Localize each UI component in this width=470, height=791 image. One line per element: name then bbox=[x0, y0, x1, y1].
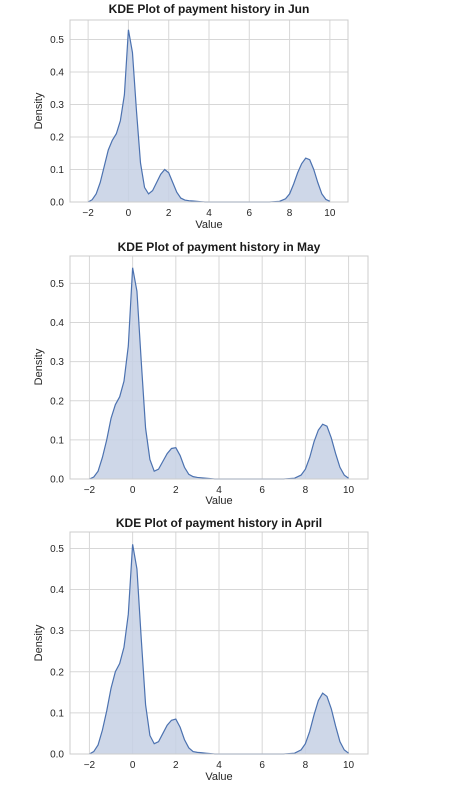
x-tick-label: 6 bbox=[247, 208, 253, 219]
y-tick-label: 0.3 bbox=[50, 626, 64, 637]
subplot-may: KDE Plot of payment history in May Value… bbox=[33, 240, 369, 507]
y-tick-label: 0.4 bbox=[50, 585, 64, 596]
y-tick-label: 0.3 bbox=[50, 100, 64, 111]
y-axis-label: Density bbox=[33, 92, 45, 129]
kde-line bbox=[87, 29, 331, 203]
x-tick-label: 0 bbox=[130, 485, 136, 496]
x-tick-label: 2 bbox=[173, 760, 179, 771]
x-tick-label: 2 bbox=[173, 485, 179, 496]
kde-area bbox=[89, 267, 349, 479]
y-tick-label: 0.5 bbox=[50, 544, 64, 555]
x-axis-label: Value bbox=[205, 771, 232, 783]
subplot-jun: KDE Plot of payment history in Jun Value… bbox=[33, 2, 349, 231]
y-tick-label: 0.1 bbox=[50, 708, 64, 719]
x-tick-label: 0 bbox=[126, 208, 132, 219]
plot-frame bbox=[69, 19, 349, 203]
plot-frame bbox=[69, 531, 369, 755]
y-tick-label: 0.3 bbox=[50, 357, 64, 368]
chart-title: KDE Plot of payment history in Jun bbox=[109, 2, 310, 16]
y-tick-label: 0.0 bbox=[50, 198, 64, 209]
chart-title: KDE Plot of payment history in May bbox=[118, 240, 321, 254]
x-tick-label: 8 bbox=[303, 760, 309, 771]
y-tick-label: 0.5 bbox=[50, 35, 64, 46]
x-tick-label: 4 bbox=[206, 208, 212, 219]
y-tick-label: 0.2 bbox=[50, 133, 64, 144]
x-tick-label: 4 bbox=[216, 760, 222, 771]
kde-line bbox=[89, 544, 349, 755]
kde-area bbox=[89, 544, 349, 754]
y-tick-label: 0.4 bbox=[50, 318, 64, 329]
y-tick-label: 0.2 bbox=[50, 396, 64, 407]
x-tick-label: 0 bbox=[130, 760, 136, 771]
x-axis-label: Value bbox=[195, 219, 222, 231]
x-tick-label: −2 bbox=[82, 208, 94, 219]
y-tick-label: 0.5 bbox=[50, 279, 64, 290]
chart-title: KDE Plot of payment history in April bbox=[116, 516, 322, 530]
x-tick-label: 2 bbox=[166, 208, 172, 219]
x-tick-label: 8 bbox=[287, 208, 293, 219]
grid bbox=[70, 20, 348, 203]
x-tick-label: 4 bbox=[216, 485, 222, 496]
x-tick-label: 10 bbox=[324, 208, 336, 219]
x-tick-label: 6 bbox=[259, 760, 265, 771]
y-tick-label: 0.0 bbox=[50, 475, 64, 486]
x-axis-label: Value bbox=[205, 495, 232, 507]
x-tick-label: 6 bbox=[259, 485, 265, 496]
x-tick-label: 10 bbox=[343, 760, 355, 771]
x-tick-label: 8 bbox=[303, 485, 309, 496]
y-axis-label: Density bbox=[33, 624, 45, 661]
x-tick-label: 10 bbox=[343, 485, 355, 496]
y-tick-label: 0.1 bbox=[50, 435, 64, 446]
y-axis-label: Density bbox=[33, 348, 45, 385]
subplot-april: KDE Plot of payment history in April Val… bbox=[33, 516, 369, 783]
y-tick-label: 0.0 bbox=[50, 750, 64, 761]
y-tick-label: 0.2 bbox=[50, 667, 64, 678]
plot-frame bbox=[69, 255, 369, 480]
x-tick-label: −2 bbox=[84, 485, 96, 496]
x-tick-label: −2 bbox=[84, 760, 96, 771]
y-tick-label: 0.4 bbox=[50, 68, 64, 79]
y-tick-label: 0.1 bbox=[50, 165, 64, 176]
kde-line bbox=[89, 267, 349, 480]
